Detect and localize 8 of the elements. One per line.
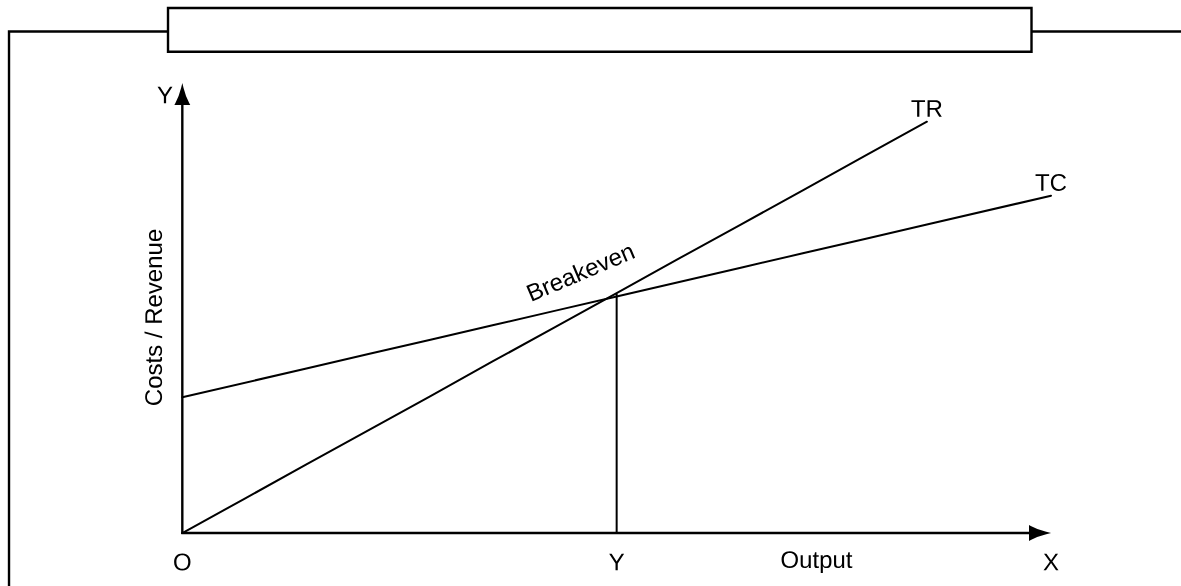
y-axis-title: Costs / Revenue [144, 229, 163, 405]
series-label: TR [911, 100, 942, 117]
series-label: TC [1035, 173, 1067, 191]
x-tick-label: Y [609, 553, 625, 571]
x-tick-label: X [1043, 553, 1059, 571]
x-tick-label: O [174, 553, 191, 571]
x-axis-title: Output [781, 551, 853, 573]
text: Y [157, 86, 173, 104]
